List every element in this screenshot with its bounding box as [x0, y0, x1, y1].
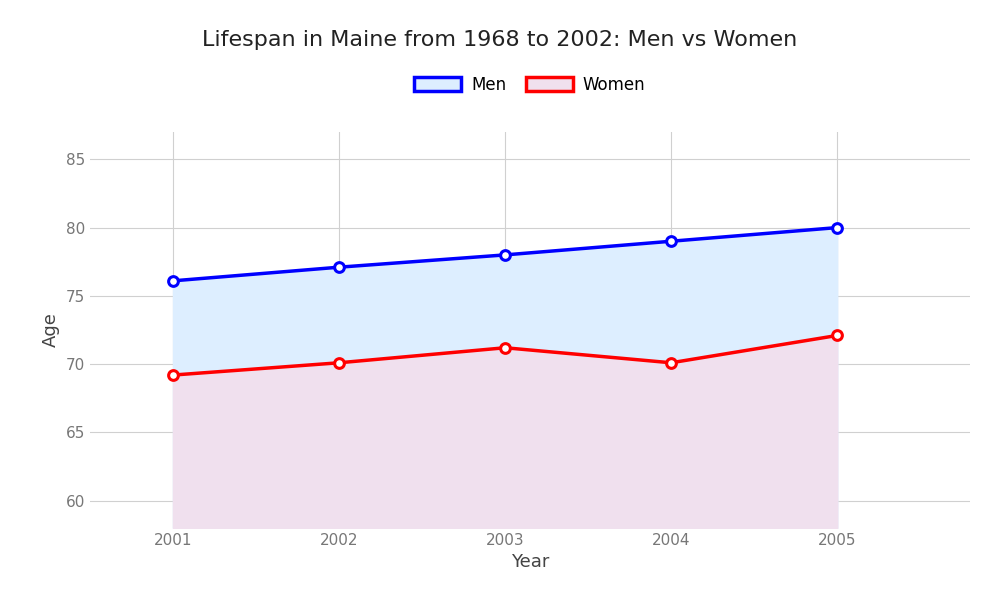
Text: Lifespan in Maine from 1968 to 2002: Men vs Women: Lifespan in Maine from 1968 to 2002: Men… [202, 30, 798, 50]
X-axis label: Year: Year [511, 553, 549, 571]
Y-axis label: Age: Age [42, 313, 60, 347]
Legend: Men, Women: Men, Women [408, 69, 652, 100]
